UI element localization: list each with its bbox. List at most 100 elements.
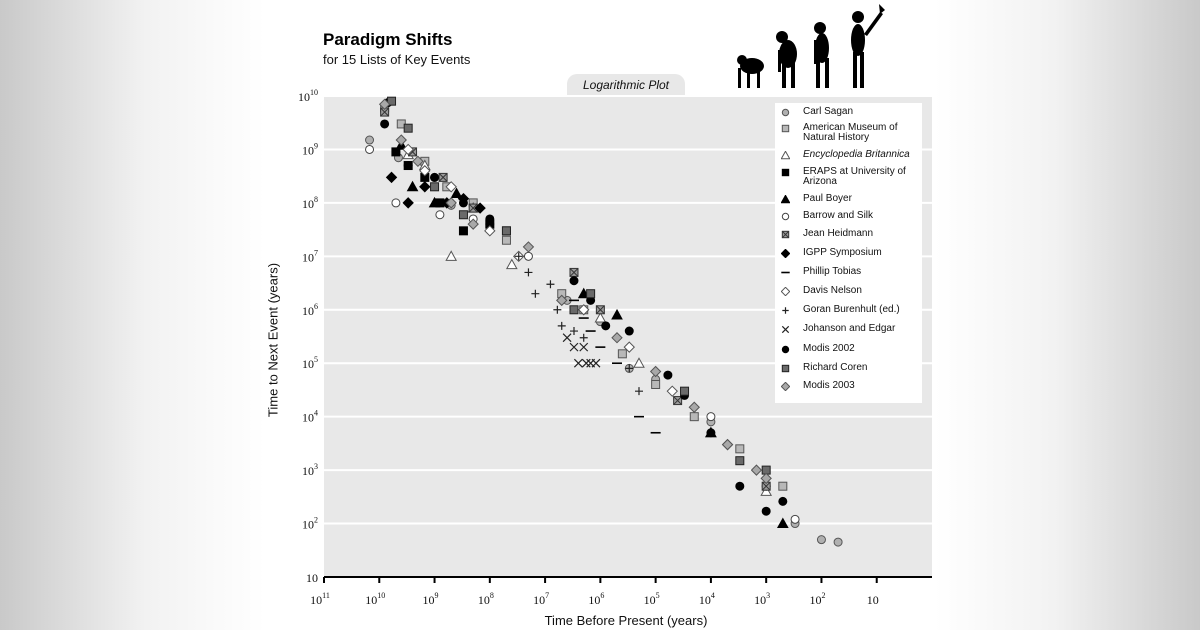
data-point <box>484 225 496 237</box>
data-point <box>833 537 843 547</box>
chart-title: Paradigm Shifts <box>323 30 453 49</box>
x-tick-label: 107 <box>533 591 549 607</box>
data-point <box>395 134 407 146</box>
data-point <box>562 333 572 343</box>
y-tick-label: 106 <box>302 302 318 318</box>
legend-marker-icon <box>781 124 790 133</box>
data-point <box>569 327 578 336</box>
legend-marker-icon <box>781 195 790 204</box>
data-point <box>634 387 643 396</box>
x-tick-label: 1011 <box>310 591 330 607</box>
legend-marker-icon <box>781 249 790 258</box>
data-point <box>735 481 745 491</box>
legend-marker-shape <box>781 249 790 258</box>
data-point <box>706 428 716 438</box>
data-point <box>380 119 390 129</box>
legend-label: Jean Heidmann <box>803 228 874 239</box>
data-point <box>688 401 700 413</box>
y-tick-label: 1010 <box>298 88 318 104</box>
data-point <box>412 155 424 168</box>
data-point <box>578 304 590 316</box>
data-point <box>611 332 623 344</box>
legend-marker-shape <box>781 151 790 160</box>
y-tick-label: 108 <box>302 195 318 211</box>
x-tick-label: 105 <box>644 591 660 607</box>
data-point <box>573 358 583 368</box>
y-tick-label: 10 <box>306 571 318 585</box>
data-point <box>569 267 579 277</box>
legend-marker-shape <box>781 195 790 204</box>
legend-marker-shape <box>781 212 790 221</box>
data-point <box>569 276 579 286</box>
data-point <box>438 172 448 182</box>
data-point <box>531 289 540 298</box>
data-point <box>816 535 826 545</box>
data-point <box>435 210 445 220</box>
data-point <box>569 305 579 315</box>
legend-marker-shape <box>781 168 790 177</box>
data-point <box>778 481 788 491</box>
y-tick-label: 103 <box>302 462 318 478</box>
data-point <box>591 358 601 368</box>
data-point <box>579 333 588 342</box>
y-tick-label: 104 <box>302 409 318 425</box>
data-point <box>735 456 745 466</box>
data-point <box>595 305 605 315</box>
data-point <box>365 135 375 145</box>
data-point <box>428 196 441 208</box>
data-point <box>402 197 414 209</box>
legend-marker-shape <box>781 108 790 117</box>
legend-marker-shape <box>781 325 790 334</box>
data-point <box>633 357 645 368</box>
data-point <box>651 379 661 389</box>
legend-label: IGPP Symposium <box>803 247 882 258</box>
data-point <box>778 496 788 506</box>
data-point <box>522 241 535 253</box>
data-point <box>721 438 734 451</box>
data-point <box>391 147 401 157</box>
data-point <box>445 197 457 209</box>
legend-label: Modis 2002 <box>803 343 855 354</box>
legend-label: American Museum of Natural History <box>803 122 898 143</box>
legend-marker-icon <box>781 168 790 177</box>
data-point <box>378 98 391 110</box>
data-point <box>501 235 511 245</box>
data-point <box>663 370 673 380</box>
x-axis-label: Time Before Present (years) <box>544 613 708 628</box>
data-point <box>617 349 627 359</box>
data-point <box>445 250 458 261</box>
legend-marker-shape <box>781 287 790 296</box>
legend-label: Davis Nelson <box>803 285 862 296</box>
left-backdrop <box>0 0 265 630</box>
legend-marker-icon <box>781 271 790 274</box>
legend-label: Modis 2003 <box>803 380 855 391</box>
data-point <box>474 202 486 214</box>
legend-marker-shape <box>781 364 790 373</box>
x-tick-label: 103 <box>754 591 770 607</box>
legend-label: Barrow and Silk <box>803 210 874 221</box>
data-point <box>666 385 678 397</box>
data-point <box>649 365 662 378</box>
legend-label: Johanson and Edgar <box>803 323 896 334</box>
legend-marker-icon <box>781 212 790 221</box>
legend-marker-icon <box>781 382 790 391</box>
data-point <box>556 294 568 307</box>
data-point <box>458 210 468 220</box>
data-point <box>430 182 440 192</box>
legend-marker-icon <box>781 325 790 334</box>
data-point <box>458 226 468 236</box>
data-point <box>505 258 518 270</box>
legend-label: Paul Boyer <box>803 193 852 204</box>
legend-marker-icon <box>782 307 789 314</box>
data-point <box>467 218 479 230</box>
data-point <box>689 412 699 422</box>
x-tick-label: 10 <box>867 593 879 607</box>
data-point <box>750 464 763 476</box>
right-backdrop <box>935 0 1200 630</box>
logarithmic-plot-tab: Logarithmic Plot <box>567 74 685 96</box>
legend-label: Richard Coren <box>803 362 868 373</box>
data-point <box>594 312 607 323</box>
data-point <box>601 321 611 331</box>
data-point <box>445 181 457 193</box>
